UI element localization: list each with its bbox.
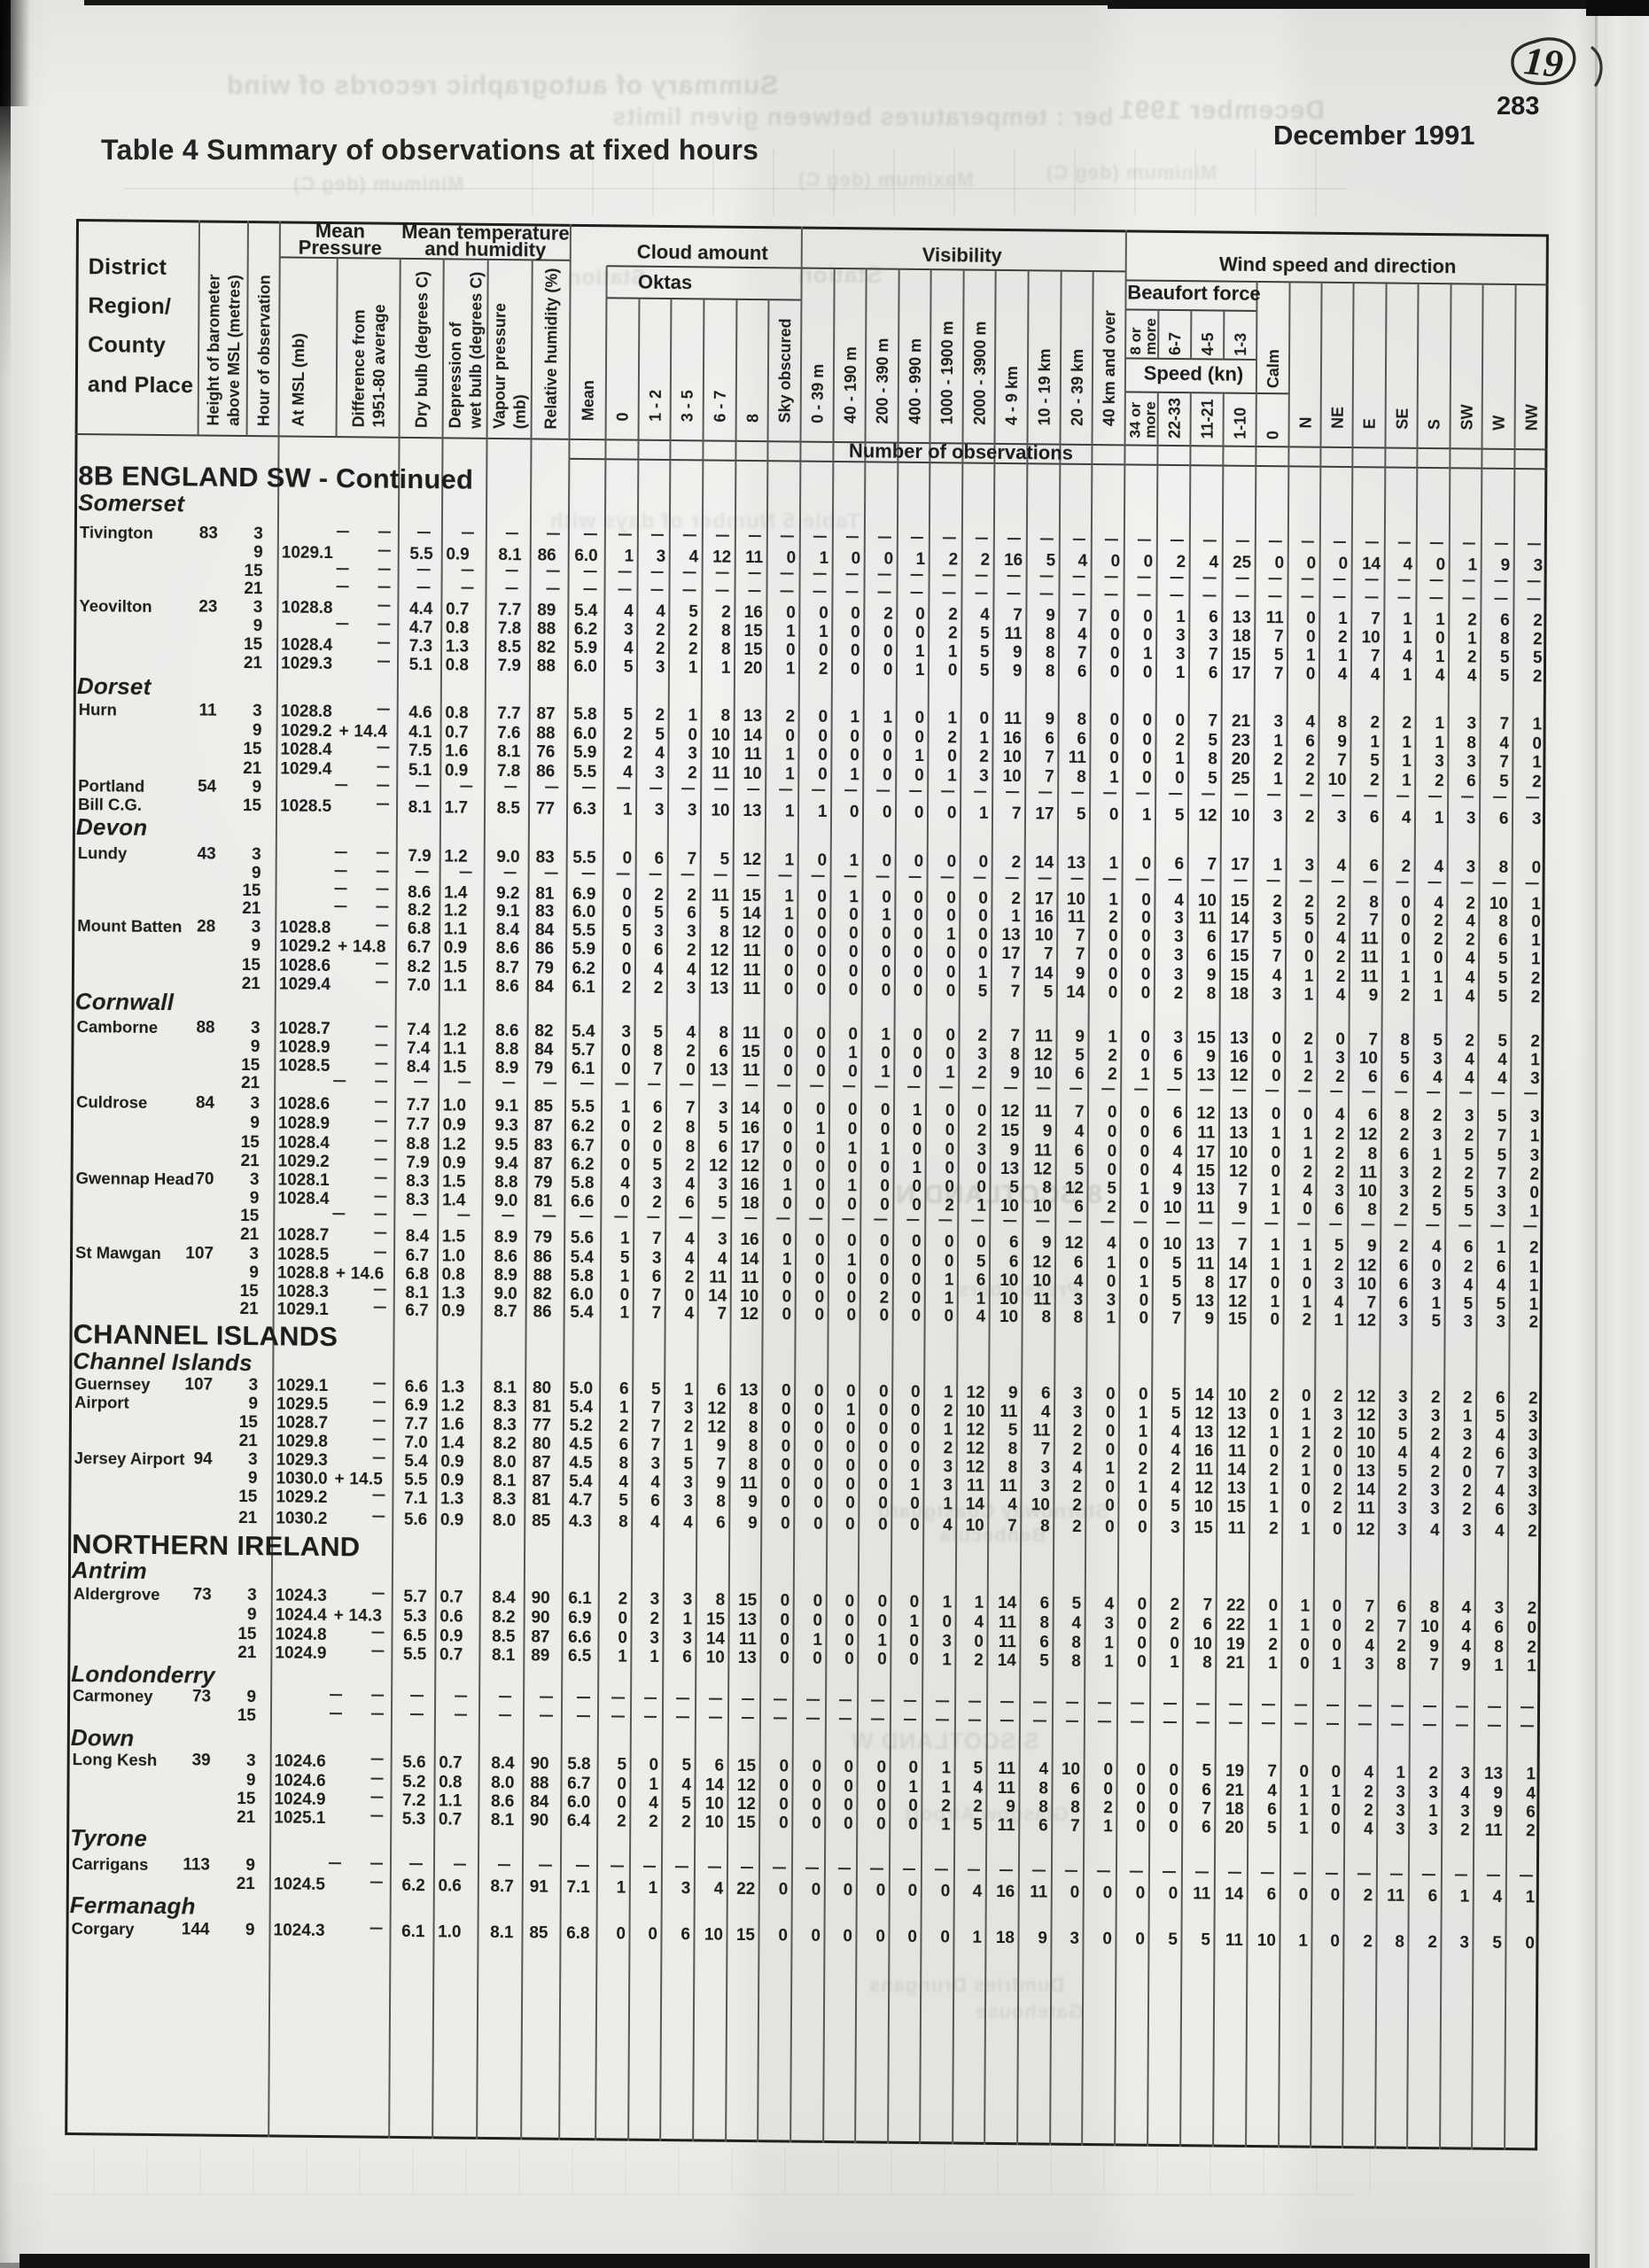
svg-text:19: 19 — [1522, 39, 1565, 86]
